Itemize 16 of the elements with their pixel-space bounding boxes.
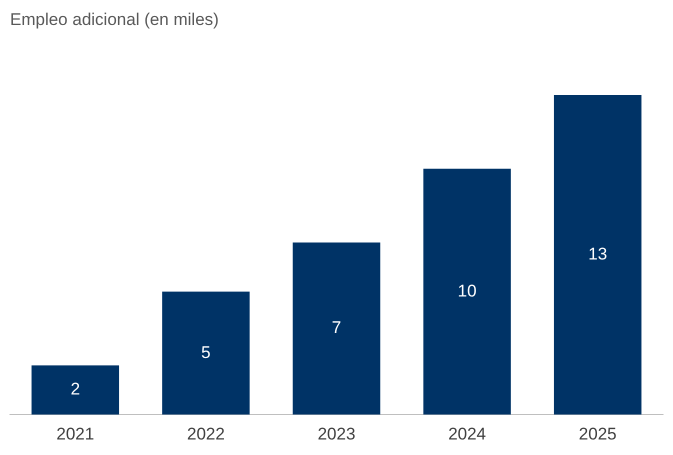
chart-title: Empleo adicional (en miles)	[10, 10, 219, 29]
bar	[32, 365, 120, 415]
bar	[423, 168, 511, 415]
bar	[292, 242, 380, 415]
data-label: 2	[70, 380, 80, 399]
x-tick-label: 2021	[56, 424, 94, 444]
data-label: 10	[458, 281, 477, 300]
data-label: 13	[588, 244, 608, 264]
x-tick-label: 2023	[318, 424, 356, 444]
bar	[162, 292, 250, 415]
x-tick-label: 2024	[448, 424, 486, 444]
data-label: 5	[201, 342, 211, 362]
x-tick-label: 2025	[578, 424, 617, 444]
bar	[554, 94, 642, 415]
x-tick-label: 2022	[186, 424, 225, 444]
data-label: 7	[332, 318, 342, 338]
